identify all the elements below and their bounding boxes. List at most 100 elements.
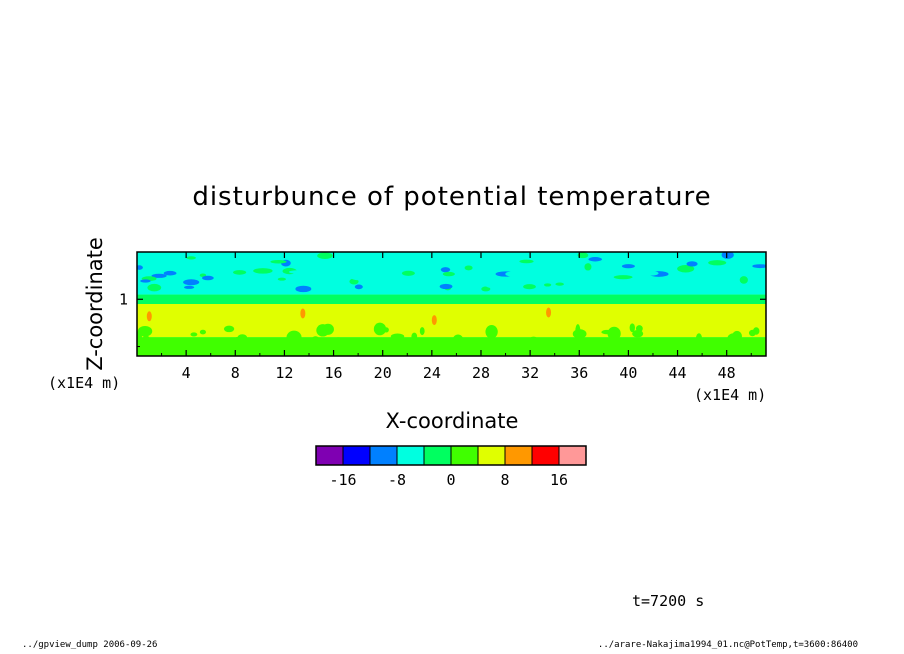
colorbar-swatch xyxy=(396,445,425,466)
field-eddy xyxy=(739,276,748,284)
field-plume xyxy=(632,329,644,338)
field-eddy xyxy=(523,284,536,290)
colorbar: -16 -8 0 8 16 xyxy=(315,445,587,489)
time-annotation: t=7200 s xyxy=(632,592,705,610)
field-eddy xyxy=(751,271,763,276)
field-warm-spot xyxy=(300,308,306,319)
field-plume xyxy=(199,329,206,335)
field-plume xyxy=(731,330,743,342)
heatmap-field xyxy=(137,252,766,356)
field-plume xyxy=(316,324,330,337)
field-eddy xyxy=(270,260,287,264)
field-eddy xyxy=(584,263,592,271)
field-plume xyxy=(137,325,153,337)
field-layer-3 xyxy=(137,337,766,356)
field-plume xyxy=(475,337,490,346)
field-eddy xyxy=(464,265,473,271)
plot-border xyxy=(136,251,767,357)
field-eddy xyxy=(708,260,727,266)
colorbar-swatch xyxy=(342,445,371,466)
field-eddy xyxy=(677,264,695,273)
field-plume xyxy=(607,326,621,341)
field-plume xyxy=(601,329,613,335)
field-layer-1 xyxy=(137,294,766,304)
chart-title: disturbunce of potential temperature xyxy=(192,182,712,212)
colorbar-swatch xyxy=(315,445,344,466)
x-axis-unit: (x1E4 m) xyxy=(694,386,767,404)
colorbar-swatch xyxy=(477,445,506,466)
field-plume xyxy=(383,327,389,333)
field-plume xyxy=(528,336,539,345)
x-axis-ticks: 4 8 12 16 20 24 28 32 36 40 44 48 xyxy=(161,252,752,382)
field-plume xyxy=(390,333,405,340)
field-eddy xyxy=(242,275,257,280)
y-tick-label: 1 xyxy=(119,290,128,308)
field-eddy xyxy=(597,270,608,277)
field-plume xyxy=(572,329,587,339)
x-tick-label: 36 xyxy=(570,364,588,382)
footer-right: ../arare-Nakajima1994_01.nc@PotTemp,t=36… xyxy=(597,640,858,650)
field-plume xyxy=(137,331,143,344)
field-eddy xyxy=(643,270,659,276)
field-eddy xyxy=(391,262,402,268)
colorbar-label: 8 xyxy=(500,471,509,489)
field-plume xyxy=(419,327,425,336)
colorbar-swatch xyxy=(558,445,587,466)
field-eddy xyxy=(588,257,602,262)
field-eddy xyxy=(577,252,589,259)
footer-left: ../gpview_dump 2006-09-26 xyxy=(22,640,158,650)
field-eddy xyxy=(555,282,564,286)
field-eddy xyxy=(395,281,409,290)
x-tick-label: 20 xyxy=(374,364,392,382)
field-eddy xyxy=(151,273,167,278)
field-warm-spot xyxy=(546,307,552,318)
field-eddy xyxy=(137,265,143,270)
field-eddy xyxy=(253,268,273,274)
x-tick-label: 8 xyxy=(231,364,240,382)
colorbar-swatch xyxy=(504,445,533,466)
field-eddy xyxy=(540,273,554,279)
x-tick-label: 16 xyxy=(325,364,343,382)
field-plume xyxy=(752,327,760,335)
colorbar-label: -8 xyxy=(388,471,406,489)
plot-frame xyxy=(136,251,767,357)
y-axis-unit: (x1E4 m) xyxy=(48,374,121,392)
colorbar-label: 16 xyxy=(550,471,568,489)
colorbar-swatch xyxy=(423,445,452,466)
field-eddy xyxy=(350,274,366,281)
field-eddy xyxy=(440,267,451,273)
x-tick-label: 32 xyxy=(521,364,539,382)
y-axis-label: Z-coordinate xyxy=(83,237,107,371)
field-eddy xyxy=(505,271,524,277)
field-eddy xyxy=(519,259,534,264)
field-eddy xyxy=(251,272,261,277)
field-plume xyxy=(762,338,766,345)
field-eddy xyxy=(485,282,502,289)
field-eddy xyxy=(404,264,414,268)
field-plume xyxy=(223,325,235,333)
colorbar-border xyxy=(315,445,587,466)
colorbar-swatch xyxy=(450,445,479,466)
field-eddy xyxy=(186,256,196,260)
field-eddy xyxy=(354,284,363,290)
field-eddy xyxy=(233,270,247,275)
field-plume xyxy=(190,332,198,337)
field-eddy xyxy=(401,270,415,276)
field-warm-spot xyxy=(146,311,152,322)
field-eddy xyxy=(201,275,214,281)
field-eddy xyxy=(184,285,195,289)
field-layer-2 xyxy=(137,304,766,338)
field-eddy xyxy=(137,258,148,267)
x-tick-label: 4 xyxy=(182,364,191,382)
x-tick-label: 40 xyxy=(619,364,637,382)
field-eddy xyxy=(613,275,633,280)
field-plume xyxy=(310,336,321,348)
x-tick-label: 44 xyxy=(669,364,687,382)
field-eddy xyxy=(659,252,674,258)
colorbar-label: 0 xyxy=(446,471,455,489)
field-eddy xyxy=(183,279,200,286)
field-eddy xyxy=(548,256,557,261)
field-eddy xyxy=(163,270,177,276)
field-plume xyxy=(452,334,464,347)
